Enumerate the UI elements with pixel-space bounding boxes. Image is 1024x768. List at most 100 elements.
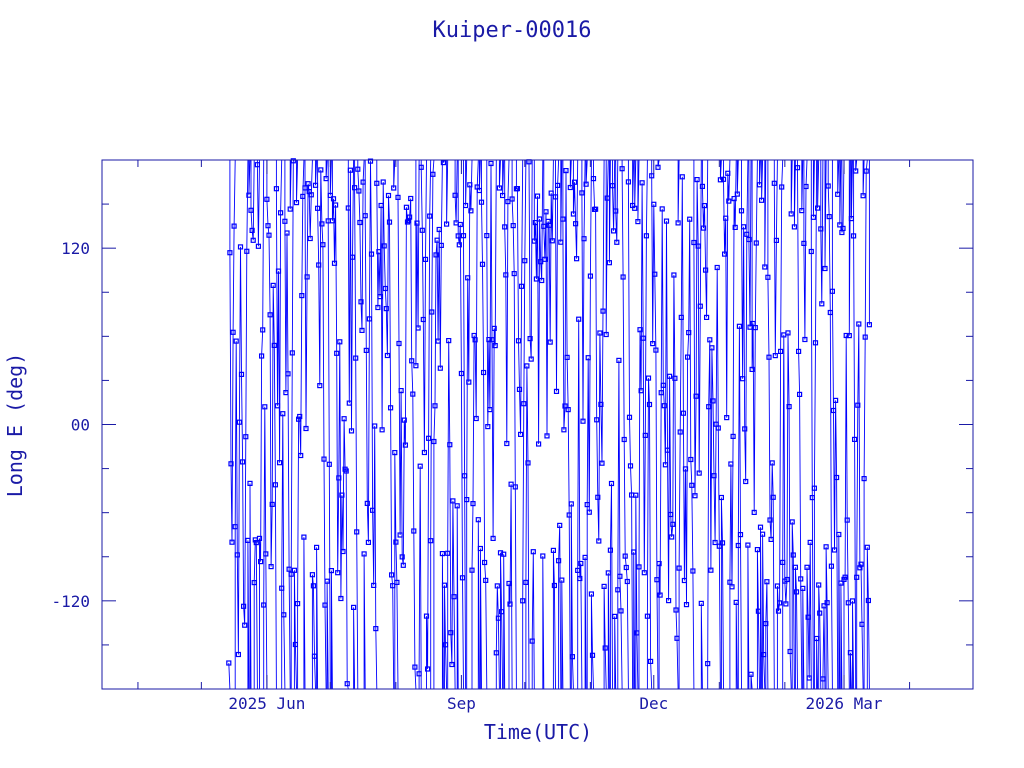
data-point: [297, 413, 303, 420]
data-point: [603, 331, 609, 338]
data-point: [495, 615, 501, 621]
data-point: [623, 564, 629, 571]
data-point: [337, 339, 343, 345]
data-point: [736, 323, 743, 329]
data-point: [503, 272, 509, 278]
data-point: [804, 564, 810, 570]
data-point: [412, 664, 418, 670]
data-point: [860, 193, 866, 199]
data-point: [681, 577, 688, 584]
data-point: [752, 325, 758, 331]
data-point: [811, 485, 818, 491]
data-point: [614, 239, 620, 245]
data-point: [710, 398, 716, 404]
data-point: [706, 404, 712, 410]
data-point: [317, 383, 323, 389]
data-point: [634, 630, 640, 636]
x-axis-ticks: [137, 160, 974, 689]
data-point: [292, 641, 298, 648]
data-point: [735, 542, 741, 549]
data-point: [251, 579, 257, 586]
data-point: [594, 417, 600, 423]
data-point: [659, 206, 665, 212]
data-point: [264, 196, 270, 202]
data-point: [792, 564, 799, 570]
data-point: [702, 267, 709, 273]
data-point: [305, 181, 311, 187]
data-point: [534, 193, 541, 199]
data-point: [599, 460, 605, 466]
data-point: [520, 598, 526, 604]
data-point: [302, 185, 308, 191]
data-point: [533, 276, 540, 282]
data-point: [450, 498, 456, 504]
data-point: [532, 220, 539, 226]
data-point: [606, 260, 613, 266]
data-point: [644, 613, 651, 619]
data-point: [812, 340, 819, 346]
data-point: [339, 492, 345, 498]
data-point: [559, 577, 565, 583]
data-point: [477, 545, 483, 552]
data-point: [755, 608, 762, 614]
data-point: [718, 494, 725, 501]
data-point: [619, 166, 625, 172]
data-point: [278, 210, 284, 216]
data-point: [370, 507, 376, 513]
data-point: [645, 375, 652, 381]
data-point: [385, 192, 392, 199]
data-point: [371, 582, 377, 589]
data-point: [616, 357, 622, 363]
data-point: [595, 494, 601, 500]
data-point: [280, 411, 286, 417]
data-point: [287, 206, 293, 212]
data-point: [709, 345, 715, 351]
data-point: [824, 600, 830, 606]
data-point: [863, 168, 869, 174]
data-point: [232, 524, 238, 530]
data-point: [481, 369, 487, 376]
data-point: [383, 306, 389, 312]
data-point: [326, 461, 332, 467]
data-point: [397, 532, 403, 538]
data-point: [250, 237, 256, 243]
x-tick-label: 2025 Jun: [228, 694, 305, 713]
data-point: [535, 441, 542, 447]
data-point: [411, 528, 417, 534]
data-point: [697, 303, 703, 309]
data-point: [272, 482, 278, 488]
data-point: [344, 681, 350, 687]
data-point: [732, 224, 738, 230]
data-point: [273, 186, 279, 192]
data-point: [583, 181, 589, 187]
data-point: [588, 591, 595, 597]
data-point: [568, 501, 574, 507]
data-point: [850, 233, 857, 239]
data-point: [347, 167, 353, 173]
data-point: [597, 330, 603, 336]
data-point: [758, 197, 765, 203]
data-point: [288, 571, 294, 577]
data-point: [355, 166, 361, 172]
data-point: [256, 535, 263, 542]
data-point: [260, 327, 266, 333]
data-point: [360, 179, 366, 185]
data-point: [814, 205, 821, 211]
data-point: [842, 574, 848, 580]
data-point: [299, 293, 305, 299]
data-point: [678, 314, 684, 320]
data-point: [402, 442, 408, 448]
data-point: [866, 322, 873, 328]
data-point: [712, 539, 718, 546]
data-point: [542, 256, 548, 262]
data-point: [578, 560, 584, 567]
data-point: [794, 165, 801, 171]
data-point: [238, 371, 245, 377]
data-point: [800, 585, 806, 592]
data-point: [711, 473, 717, 479]
data-point: [766, 354, 772, 360]
data-point: [768, 536, 774, 543]
data-point: [230, 329, 236, 335]
data-point: [671, 272, 677, 278]
data-point: [620, 274, 626, 280]
